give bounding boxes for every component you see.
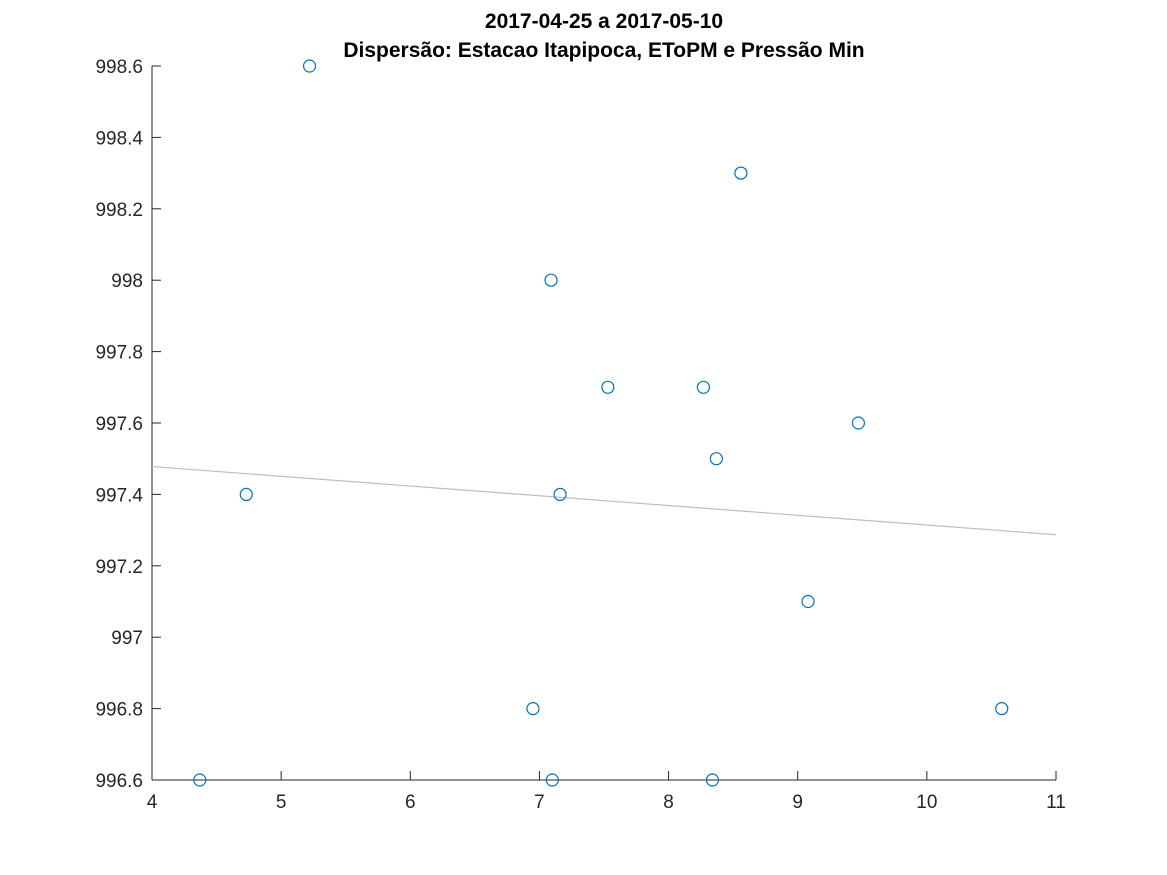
data-point <box>302 59 317 73</box>
data-point <box>734 166 748 180</box>
data-point <box>526 701 540 716</box>
y-tick-label: 998 <box>111 271 143 292</box>
x-tick-label: 4 <box>147 792 158 813</box>
y-tick-label: 997.8 <box>95 343 143 364</box>
data-points <box>193 59 1009 787</box>
y-tick-label: 997 <box>111 628 143 649</box>
chart-title: 2017-04-25 a 2017-05-10 <box>485 10 723 33</box>
x-tick-label: 10 <box>916 792 937 813</box>
x-tick-label: 8 <box>663 792 674 813</box>
data-point <box>801 594 815 609</box>
x-tick-label: 9 <box>792 792 803 813</box>
y-tick-label: 997.6 <box>95 414 143 435</box>
y-tick-label: 996.6 <box>95 771 143 792</box>
data-point <box>239 487 253 501</box>
data-point <box>995 701 1009 716</box>
data-point <box>553 487 567 501</box>
chart-subtitle: Dispersão: Estacao Itapipoca, EToPM e Pr… <box>343 39 864 62</box>
trend-line-layer <box>151 465 1057 536</box>
data-point <box>601 380 615 394</box>
data-point <box>545 773 559 787</box>
y-tick-label: 998.6 <box>95 57 143 78</box>
y-tick-label: 997.4 <box>95 485 143 506</box>
data-point <box>851 416 866 430</box>
x-tick-label: 6 <box>405 792 416 813</box>
data-point <box>544 273 558 287</box>
y-tick-label: 997.2 <box>95 557 143 578</box>
data-point <box>705 773 720 787</box>
x-tick-label: 11 <box>1046 792 1066 813</box>
x-tick-label: 5 <box>276 792 287 813</box>
trend-line <box>151 465 1057 536</box>
data-point <box>709 452 723 466</box>
y-tick-label: 998.4 <box>95 128 143 149</box>
y-tick-label: 996.8 <box>95 700 143 721</box>
axes: 4 5 6 7 8 9 10 11 996.6 996.8 997 997.2 997.4 997.6 99… <box>95 57 1065 813</box>
y-tick-label: 998.2 <box>95 200 143 221</box>
x-tick-label: 7 <box>534 792 545 813</box>
data-point <box>193 773 207 787</box>
data-point <box>696 380 711 394</box>
